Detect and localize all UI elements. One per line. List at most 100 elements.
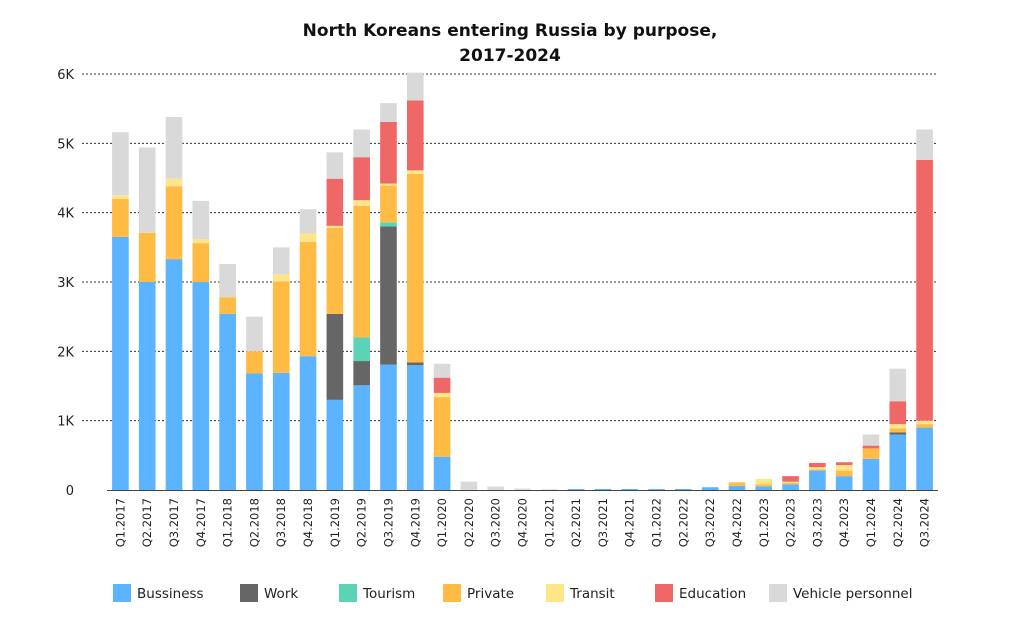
- legend-label: Education: [679, 586, 746, 602]
- bar-segment: [112, 198, 129, 237]
- bar-segment: [219, 313, 236, 490]
- bar-segment: [889, 428, 907, 433]
- bar-segment: [353, 385, 370, 490]
- bar-segment: [862, 445, 880, 449]
- bar-segment: [192, 200, 210, 240]
- bar-segment: [835, 465, 853, 471]
- bar-segment: [809, 469, 826, 471]
- bar-segment: [192, 243, 210, 282]
- bar-segment: [353, 361, 370, 386]
- bar-segment: [862, 448, 880, 459]
- x-tick-label: Q3.2017: [167, 498, 181, 547]
- bar-segment: [540, 489, 558, 490]
- legend-label: Work: [264, 586, 298, 602]
- bar-segment: [246, 316, 263, 352]
- x-tick-label: Q2.2020: [462, 498, 476, 547]
- legend-swatch: [113, 584, 131, 602]
- bar-segment: [916, 420, 933, 425]
- bar-segment: [112, 132, 129, 196]
- bar-segment: [916, 427, 933, 490]
- bar-segment: [326, 225, 344, 228]
- bar-segment: [755, 484, 773, 487]
- bars: [112, 72, 933, 490]
- legend-item: Work: [240, 584, 298, 602]
- bar-segment: [460, 481, 478, 490]
- bar-segment: [835, 476, 853, 490]
- bar-segment: [406, 100, 424, 171]
- legend-swatch: [769, 584, 787, 602]
- bar-segment: [272, 281, 290, 373]
- bar-segment: [755, 478, 773, 485]
- bar-segment: [406, 170, 424, 174]
- bar-segment: [380, 103, 397, 122]
- bar-segment: [299, 233, 317, 242]
- bar-segment: [165, 116, 183, 179]
- legend-label: Tourism: [362, 586, 415, 602]
- bar-segment: [299, 356, 317, 490]
- bar-segment: [353, 205, 370, 338]
- bar-segment: [835, 462, 853, 466]
- legend-swatch: [546, 584, 564, 602]
- legend-item: Vehicle personnel: [769, 584, 912, 602]
- x-tick-label: Q4.2017: [194, 498, 208, 547]
- legend-item: Private: [443, 584, 514, 602]
- bar-segment: [594, 488, 612, 490]
- y-tick-label: 0: [66, 484, 74, 499]
- bar-segment: [272, 372, 290, 490]
- bar-segment: [889, 424, 907, 429]
- y-tick-label: 5K: [57, 137, 74, 152]
- legend-swatch: [339, 584, 357, 602]
- bar-segment: [326, 399, 344, 490]
- legend-item: Education: [655, 584, 746, 602]
- bar-segment: [219, 263, 236, 298]
- bar-segment: [165, 178, 183, 187]
- x-tick-label: Q3.2024: [918, 498, 932, 547]
- bar-segment: [406, 365, 424, 490]
- bar-segment: [299, 241, 317, 357]
- x-tick-label: Q3.2022: [703, 498, 717, 547]
- bar-segment: [380, 183, 397, 186]
- bar-segment: [112, 195, 129, 199]
- x-tick-label: Q3.2021: [596, 498, 610, 547]
- chart-title-line-2: 2017-2024: [459, 46, 561, 66]
- bar-segment: [889, 434, 907, 490]
- bar-segment: [782, 484, 799, 490]
- y-tick-label: 4K: [57, 207, 74, 222]
- legend-swatch: [240, 584, 258, 602]
- x-tick-label: Q1.2020: [435, 498, 449, 547]
- x-tick-label: Q2.2024: [891, 498, 905, 547]
- bar-segment: [353, 337, 370, 362]
- bar-segment: [487, 486, 505, 490]
- grid-lines: [82, 73, 938, 422]
- x-tick-label: Q1.2022: [650, 498, 664, 547]
- bar-segment: [353, 200, 370, 206]
- bar-segment: [299, 209, 317, 234]
- bar-segment: [326, 313, 344, 400]
- x-tick-label: Q2.2022: [676, 498, 690, 547]
- chart-title-line-1: North Koreans entering Russia by purpose…: [303, 21, 718, 41]
- bar-segment: [728, 482, 746, 486]
- bar-segment: [192, 239, 210, 244]
- bar-segment: [514, 488, 531, 490]
- bar-segment: [380, 121, 397, 184]
- bar-segment: [755, 486, 773, 490]
- bar-segment: [782, 481, 799, 484]
- bar-segment: [246, 351, 263, 374]
- x-tick-label: Q1.2021: [542, 498, 556, 547]
- bar-segment: [701, 487, 719, 490]
- bar-segment: [433, 392, 451, 398]
- bar-segment: [862, 458, 880, 490]
- bar-segment: [433, 377, 451, 393]
- legend-label: Transit: [569, 586, 615, 602]
- bar-segment: [138, 282, 156, 490]
- bar-segment: [326, 227, 344, 314]
- bar-segment: [809, 470, 826, 490]
- y-tick-label: 1K: [57, 415, 74, 430]
- bar-segment: [862, 434, 880, 446]
- bar-segment: [567, 488, 585, 490]
- bar-segment: [380, 185, 397, 223]
- x-tick-label: Q4.2022: [730, 498, 744, 547]
- bar-segment: [138, 147, 156, 233]
- bar-segment: [835, 470, 853, 477]
